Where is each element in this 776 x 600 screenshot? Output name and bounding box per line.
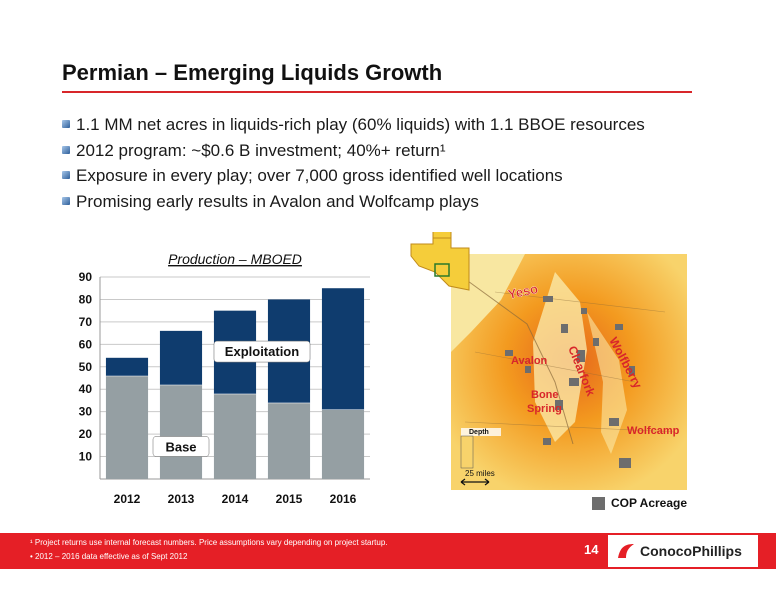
map-label-bone: Bone: [531, 389, 559, 401]
permian-map-svg: Yeso Avalon Clearfork Wolfberry Bone Spr…: [410, 229, 687, 490]
production-chart-svg: Production – MBOED 10 20 30 40 50 60 70 80 90 2012…: [79, 251, 370, 506]
base-label-box: [152, 436, 210, 457]
map-road: [464, 291, 676, 433]
map-platform: [533, 272, 587, 442]
bullet-text: 2012 program: ~$0.6 B investment; 40%+ r…: [76, 140, 446, 160]
bar-base: [321, 409, 365, 479]
bullet-item: 1.1 MM net acres in liquids-rich play (6…: [62, 112, 645, 138]
x-tick-label: 2014: [222, 492, 249, 506]
bullet-text: 1.1 MM net acres in liquids-rich play (6…: [76, 115, 645, 134]
bar-exploitation: [321, 288, 365, 410]
series-label-exploitation: Exploitation: [225, 344, 299, 359]
bar-base: [267, 402, 311, 479]
chart-title: Production – MBOED: [168, 251, 302, 267]
map-label-spring: Spring: [527, 403, 562, 415]
map-label-wolfcamp: Wolfcamp: [627, 425, 680, 437]
footnote-data-date: • 2012 – 2016 data effective as of Sept …: [30, 552, 188, 561]
x-tick-label: 2015: [276, 492, 303, 506]
y-tick-label: 40: [79, 382, 93, 396]
bullet-text: Exposure in every play; over 7,000 gross…: [76, 166, 563, 185]
x-tick-label: 2012: [114, 492, 141, 506]
company-logo: ConocoPhillips: [608, 535, 758, 567]
map-label-yeso: Yeso: [507, 281, 540, 302]
bullet-text: Promising early results in Avalon and Wo…: [76, 191, 479, 211]
map-road: [460, 275, 574, 445]
y-tick-label: 50: [79, 360, 93, 374]
page-number: 14: [584, 542, 599, 557]
exploitation-label-box: [213, 340, 311, 363]
scale-arrow: [460, 478, 490, 486]
depth-label: Depth: [469, 429, 489, 436]
bullet-list: 1.1 MM net acres in liquids-rich play (6…: [62, 112, 645, 214]
legend-label: COP Acreage: [611, 496, 688, 510]
inset-locator: [434, 263, 450, 277]
bar-base: [213, 393, 257, 479]
bullet-item: Exposure in every play; over 7,000 gross…: [62, 163, 645, 189]
y-tick-label: 80: [79, 292, 93, 306]
series-label-base: Base: [165, 439, 196, 454]
map-legend: COP Acreage: [592, 496, 687, 510]
depth-legend: [460, 435, 474, 469]
bar-base: [105, 375, 149, 479]
scale-label: 25 miles: [465, 469, 495, 478]
bullet-icon: [62, 196, 70, 205]
y-tick-label: 60: [79, 337, 93, 351]
production-chart: Production – MBOED 10 20 30 40 50 60 70 80 90 2012…: [60, 245, 380, 515]
x-tick-label: 2016: [330, 492, 357, 506]
logo-mark-icon: [618, 544, 634, 558]
bar-base: [159, 384, 203, 479]
bar-exploitation: [105, 357, 149, 376]
bullet-icon: [62, 120, 70, 128]
depth-label-bg: [461, 428, 501, 436]
bullet-item: Promising early results in Avalon and Wo…: [62, 189, 645, 215]
bar-exploitation: [159, 330, 203, 385]
x-tick-label: 2013: [168, 492, 195, 506]
logo-text: ConocoPhillips: [640, 543, 742, 559]
slide-title: Permian – Emerging Liquids Growth: [62, 60, 443, 85]
new-mexico-inset: [432, 229, 452, 239]
y-tick-label: 70: [79, 315, 93, 329]
footnote-returns: ¹ Project returns use internal forecast …: [30, 538, 388, 547]
bullet-item: 2012 program: ~$0.6 B investment; 40%+ r…: [62, 138, 645, 164]
y-tick-label: 20: [79, 427, 93, 441]
y-tick-label: 30: [79, 405, 93, 419]
cop-acreage-blocks: [505, 296, 635, 468]
title-divider: [62, 91, 692, 93]
map-label-avalon: Avalon: [511, 355, 548, 367]
y-tick-label: 90: [79, 270, 93, 284]
y-tick-label: 10: [79, 450, 93, 464]
cop-acreage-swatch: [592, 496, 605, 510]
bullet-icon: [62, 145, 70, 154]
bullet-icon: [62, 171, 70, 179]
permian-map: Yeso Avalon Clearfork Wolfberry Bone Spr…: [405, 229, 697, 490]
